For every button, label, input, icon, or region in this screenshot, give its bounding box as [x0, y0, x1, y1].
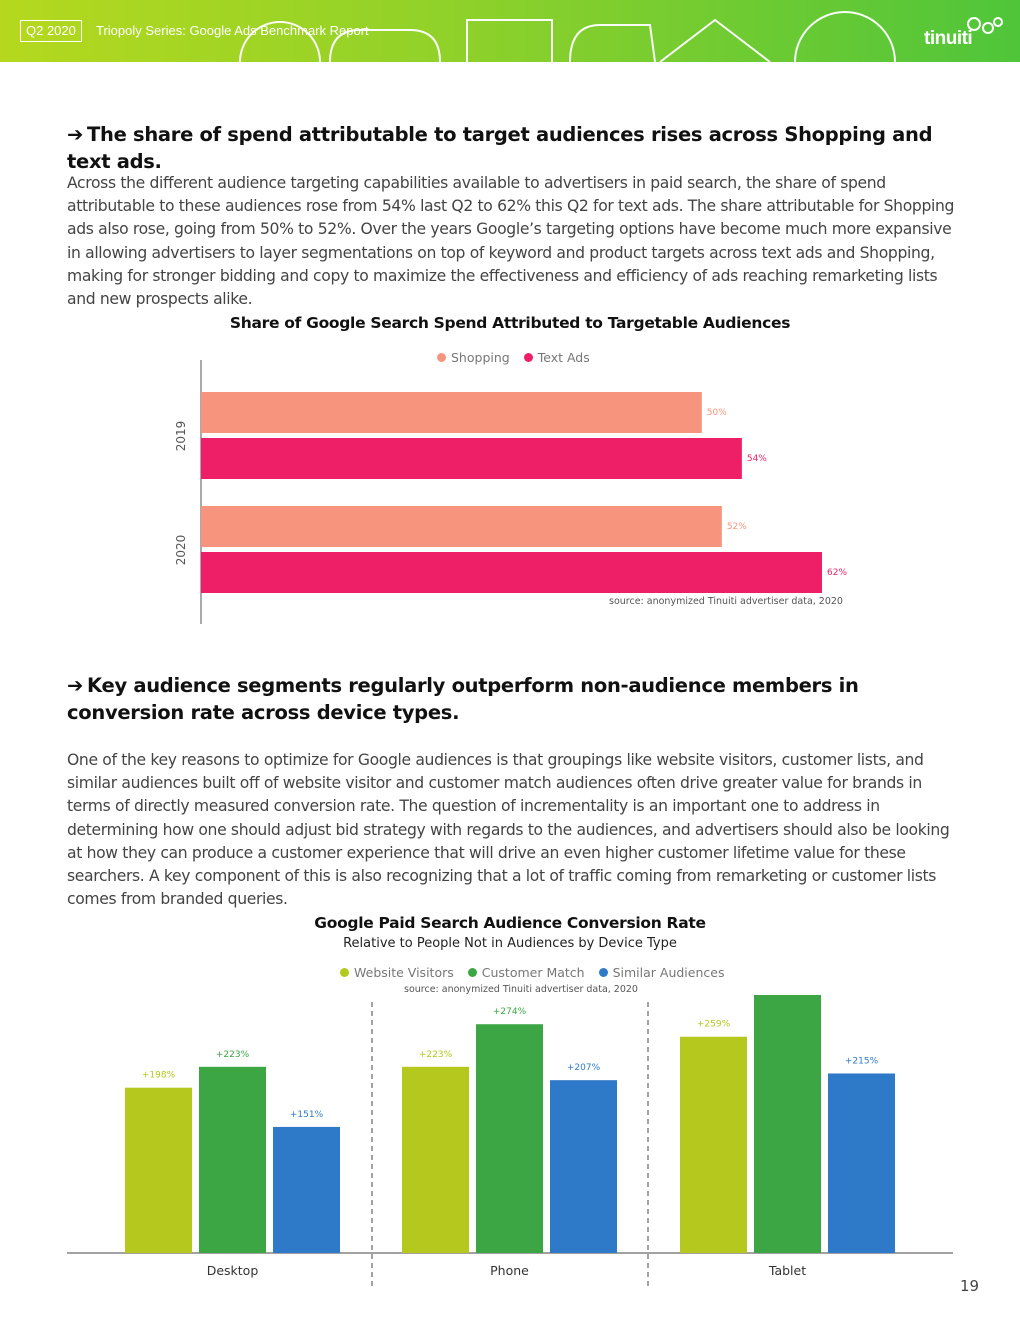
header-decoration: [239, 11, 896, 62]
quarter-tag: Q2 2020: [20, 20, 82, 42]
section1-heading: ➔ The share of spend attributable to targ…: [67, 121, 957, 175]
section2-heading-text: Key audience segments regularly outperfo…: [67, 674, 859, 724]
chart1-bar-shopping-2019: [201, 392, 702, 433]
legend-label-website-visitors: Website Visitors: [354, 965, 454, 980]
chart1-plot: 50% 54% 2019 52% 62% 2020: [174, 360, 847, 624]
arrow-right-icon: ➔: [67, 674, 84, 697]
gear-icon: [967, 17, 1003, 34]
chart2-bar-similar-audiences-tablet: [828, 1073, 895, 1253]
legend-label-similar-audiences: Similar Audiences: [612, 965, 725, 980]
section2-heading: ➔ Key audience segments regularly outperf…: [67, 672, 957, 726]
chart2-data-label: +151%: [290, 1110, 324, 1120]
chart2-bar-website-visitors-phone: [402, 1066, 469, 1253]
logo-text: tinuiti: [924, 28, 973, 49]
legend-dot-text-ads: [523, 353, 533, 362]
chart1-data-label: 50%: [707, 408, 727, 418]
legend-dot-shopping: [437, 353, 446, 362]
chart1-bar-shopping-2020: [201, 506, 722, 547]
legend-label-customer-match: Customer Match: [481, 965, 585, 980]
report-title: Triopoly Series: Google Ads Benchmark Re…: [96, 23, 369, 38]
chart1-legend: Shopping Text Ads: [437, 350, 590, 365]
chart1-data-label: 62%: [827, 568, 847, 578]
chart1-category-label-2019: 2019: [174, 421, 188, 452]
chart2-data-label: +274%: [493, 1007, 527, 1017]
chart2-bar-customer-match-tablet: [754, 995, 821, 1253]
chart2-plot: +198% +223% +151% Desktop +223% +274% +207% Pho…: [67, 995, 953, 1290]
chart2-category-label-desktop: Desktop: [207, 1263, 259, 1278]
legend-item-website-visitors: Website Visitors: [340, 965, 454, 980]
chart2-title: Google Paid Search Audience Conversion R…: [314, 914, 706, 932]
chart2-category-label-tablet: Tablet: [768, 1263, 806, 1278]
chart1-category-label-2020: 2020: [174, 535, 188, 566]
legend-item-shopping: Shopping: [437, 350, 510, 365]
chart2-data-label: +259%: [697, 1020, 731, 1030]
chart2-bar-customer-match-phone: [476, 1024, 543, 1253]
chart2-bar-website-visitors-desktop: [125, 1087, 192, 1253]
chart2-data-label: +223%: [216, 1050, 250, 1060]
chart2-bar-customer-match-desktop: [199, 1066, 266, 1253]
legend-dot-similar-audiences: [598, 968, 608, 977]
chart2-bar-similar-audiences-phone: [550, 1080, 617, 1253]
legend-dot-website-visitors: [340, 968, 349, 977]
legend-item-text-ads: Text Ads: [523, 350, 590, 365]
chart2-subtitle: Relative to People Not in Audiences by D…: [343, 936, 677, 951]
chart2-bar-similar-audiences-desktop: [273, 1126, 340, 1253]
chart1-data-label: 54%: [747, 454, 767, 464]
chart1-bar-text-ads-2020: [201, 552, 822, 593]
section1-heading-text: The share of spend attributable to targe…: [67, 123, 933, 173]
chart2-bar-website-visitors-tablet: [680, 1036, 747, 1253]
header-banner: Q2 2020 Triopoly Series: Google Ads Benc…: [0, 0, 1020, 62]
tinuiti-logo: tinuiti: [922, 14, 1006, 50]
chart2-source: source: anonymized Tinuiti advertiser da…: [404, 984, 638, 995]
chart2-data-label: +198%: [142, 1071, 176, 1081]
section1-paragraph: Across the different audience targeting …: [67, 174, 955, 309]
chart2-data-label: +223%: [419, 1050, 453, 1060]
legend-item-customer-match: Customer Match: [467, 965, 585, 980]
chart1-bar-text-ads-2019: [201, 438, 742, 479]
chart1-data-label: 52%: [727, 522, 747, 532]
chart2-category-label-phone: Phone: [490, 1263, 529, 1278]
chart2-data-label: +215%: [845, 1056, 879, 1066]
chart1-source: source: anonymized Tinuiti advertiser da…: [609, 596, 843, 607]
page-number: 19: [960, 1277, 980, 1295]
legend-dot-customer-match: [467, 968, 477, 977]
chart1-title: Share of Google Search Spend Attributed …: [229, 314, 791, 332]
legend-label-shopping: Shopping: [451, 350, 510, 365]
legend-item-similar-audiences: Similar Audiences: [598, 965, 725, 980]
legend-label-text-ads: Text Ads: [537, 350, 590, 365]
chart2-legend: Website Visitors Customer Match Similar …: [340, 965, 724, 980]
section2-paragraph: One of the key reasons to optimize for G…: [67, 751, 950, 909]
chart2-data-label: +207%: [567, 1063, 601, 1073]
arrow-right-icon: ➔: [67, 123, 84, 146]
